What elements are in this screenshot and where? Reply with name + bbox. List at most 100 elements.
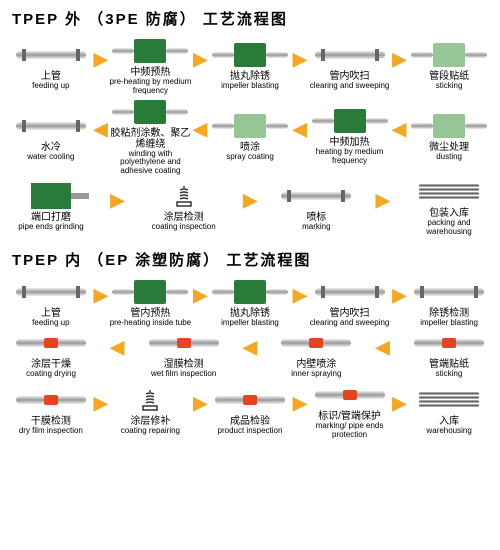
step-label-en: pre-heating inside tube xyxy=(110,319,191,328)
arrow-icon: ◀ xyxy=(94,116,108,144)
process-step: 管端贴纸sticking xyxy=(406,329,492,379)
step-label-en: packing and warehousing xyxy=(406,219,492,237)
chart2-rows: 上管feeding up▶管内预热pre-heating inside tube… xyxy=(8,278,492,440)
step-label-en: coating repairing xyxy=(121,427,180,436)
arrow-icon: ▶ xyxy=(392,389,406,417)
step-label-en: warehousing xyxy=(426,427,471,436)
step-icon xyxy=(11,112,91,140)
step-icon xyxy=(310,381,390,409)
step-icon xyxy=(210,41,290,69)
step-icon xyxy=(11,386,91,414)
step-icon xyxy=(110,37,190,65)
process-step: 内壁喷涂inner spraying xyxy=(273,329,359,379)
process-step: 胶粘剂涂敷、聚乙烯缠绕winding with polyethylene and… xyxy=(108,98,194,176)
arrow-icon: ◀ xyxy=(243,333,257,361)
arrow-icon: ▶ xyxy=(193,45,207,73)
step-icon xyxy=(310,107,390,135)
process-step: 除锈检测impeller blasting xyxy=(406,278,492,328)
step-icon xyxy=(276,182,356,210)
step-label-en: heating by medium frequency xyxy=(307,148,393,166)
arrow-icon: ▶ xyxy=(193,389,207,417)
step-label-zh: 除锈检测 xyxy=(429,308,469,319)
process-step: 微尘处理dusting xyxy=(406,112,492,162)
process-step: 喷标marking xyxy=(273,182,359,232)
step-label-zh: 成品检验 xyxy=(230,416,270,427)
process-row: 上管feeding up▶管内预热pre-heating inside tube… xyxy=(8,278,492,328)
arrow-icon: ◀ xyxy=(293,116,307,144)
step-icon xyxy=(144,329,224,357)
step-label-en: wet film inspection xyxy=(151,370,216,379)
arrow-icon: ▶ xyxy=(293,389,307,417)
step-icon xyxy=(310,41,390,69)
process-row: 端口打磨pipe ends grinding▶涂层检测coating inspe… xyxy=(8,178,492,237)
process-step: 涂层干燥coating drying xyxy=(8,329,94,379)
step-icon xyxy=(210,386,290,414)
process-step: 抛丸除锈impeller blasting xyxy=(207,41,293,91)
arrow-icon: ▶ xyxy=(94,281,108,309)
step-icon xyxy=(110,386,190,414)
step-label-en: sticking xyxy=(436,370,463,379)
step-label-en: feeding up xyxy=(32,82,69,91)
process-step: 水冷water cooling xyxy=(8,112,94,162)
step-label-en: water cooling xyxy=(27,153,74,162)
process-step: 上管feeding up xyxy=(8,41,94,91)
step-icon xyxy=(11,41,91,69)
arrow-icon: ▶ xyxy=(293,281,307,309)
process-step: 上管feeding up xyxy=(8,278,94,328)
arrow-icon: ◀ xyxy=(376,333,390,361)
step-label-en: feeding up xyxy=(32,319,69,328)
step-label-en: pre-heating by medium frequency xyxy=(108,78,194,96)
step-label-en: dusting xyxy=(436,153,462,162)
step-icon xyxy=(409,112,489,140)
chart1-title: TPEP 外 （3PE 防腐） 工艺流程图 xyxy=(8,8,492,29)
process-row: 水冷water cooling◀胶粘剂涂敷、聚乙烯缠绕winding with … xyxy=(8,98,492,176)
process-step: 标识/管端保护marking/ pipe ends protection xyxy=(307,381,393,440)
step-icon xyxy=(409,41,489,69)
step-label-en: clearing and sweeping xyxy=(310,82,390,91)
step-label-zh: 干膜检测 xyxy=(31,416,71,427)
process-step: 抛丸除锈impeller blasting xyxy=(207,278,293,328)
process-step: 涂层检测coating inspection xyxy=(141,182,227,232)
step-icon xyxy=(409,178,489,206)
arrow-icon: ▶ xyxy=(94,389,108,417)
step-label-zh: 管内吹扫 xyxy=(330,308,370,319)
step-label-en: product inspection xyxy=(218,427,283,436)
process-step: 干膜检测dry film inspection xyxy=(8,386,94,436)
process-step: 管内吹扫clearing and sweeping xyxy=(307,278,393,328)
step-label-en: inner spraying xyxy=(291,370,341,379)
step-icon xyxy=(11,278,91,306)
step-label-en: marking xyxy=(302,223,330,232)
step-icon xyxy=(310,278,390,306)
process-step: 成品检验product inspection xyxy=(207,386,293,436)
step-label-en: pipe ends grinding xyxy=(18,223,83,232)
process-step: 湿膜检测wet film inspection xyxy=(141,329,227,379)
process-step: 管段贴纸sticking xyxy=(406,41,492,91)
process-row: 涂层干燥coating drying ◀ 湿膜检测wet film inspecti… xyxy=(8,329,492,379)
step-icon xyxy=(11,182,91,210)
process-step: 入库warehousing xyxy=(406,386,492,436)
arrow-icon: ◀ xyxy=(110,333,124,361)
step-label-en: impeller blasting xyxy=(221,82,279,91)
process-step: 喷涂spray coating xyxy=(207,112,293,162)
step-label-zh: 涂层修补 xyxy=(130,416,170,427)
arrow-icon: ▶ xyxy=(392,281,406,309)
step-label-zh: 管内预热 xyxy=(130,308,170,319)
step-label-en: spray coating xyxy=(226,153,274,162)
step-label-zh: 抛丸除锈 xyxy=(230,308,270,319)
step-icon xyxy=(409,278,489,306)
arrow-icon: ▶ xyxy=(392,45,406,73)
process-step: 管内吹扫clearing and sweeping xyxy=(307,41,393,91)
arrow-icon: ◀ xyxy=(392,116,406,144)
process-step: 中频加热heating by medium frequency xyxy=(307,107,393,166)
step-icon xyxy=(409,386,489,414)
process-row: 干膜检测dry film inspection▶涂层修补coating repa… xyxy=(8,381,492,440)
arrow-icon: ▶ xyxy=(376,186,390,214)
step-icon xyxy=(210,112,290,140)
step-icon xyxy=(144,182,224,210)
arrow-icon: ◀ xyxy=(193,116,207,144)
arrow-icon: ▶ xyxy=(94,45,108,73)
process-row: 上管feeding up▶中频预热pre-heating by medium f… xyxy=(8,37,492,96)
step-label-en: winding with polyethylene and adhesive c… xyxy=(108,150,194,176)
arrow-icon: ▶ xyxy=(193,281,207,309)
step-icon xyxy=(110,98,190,126)
